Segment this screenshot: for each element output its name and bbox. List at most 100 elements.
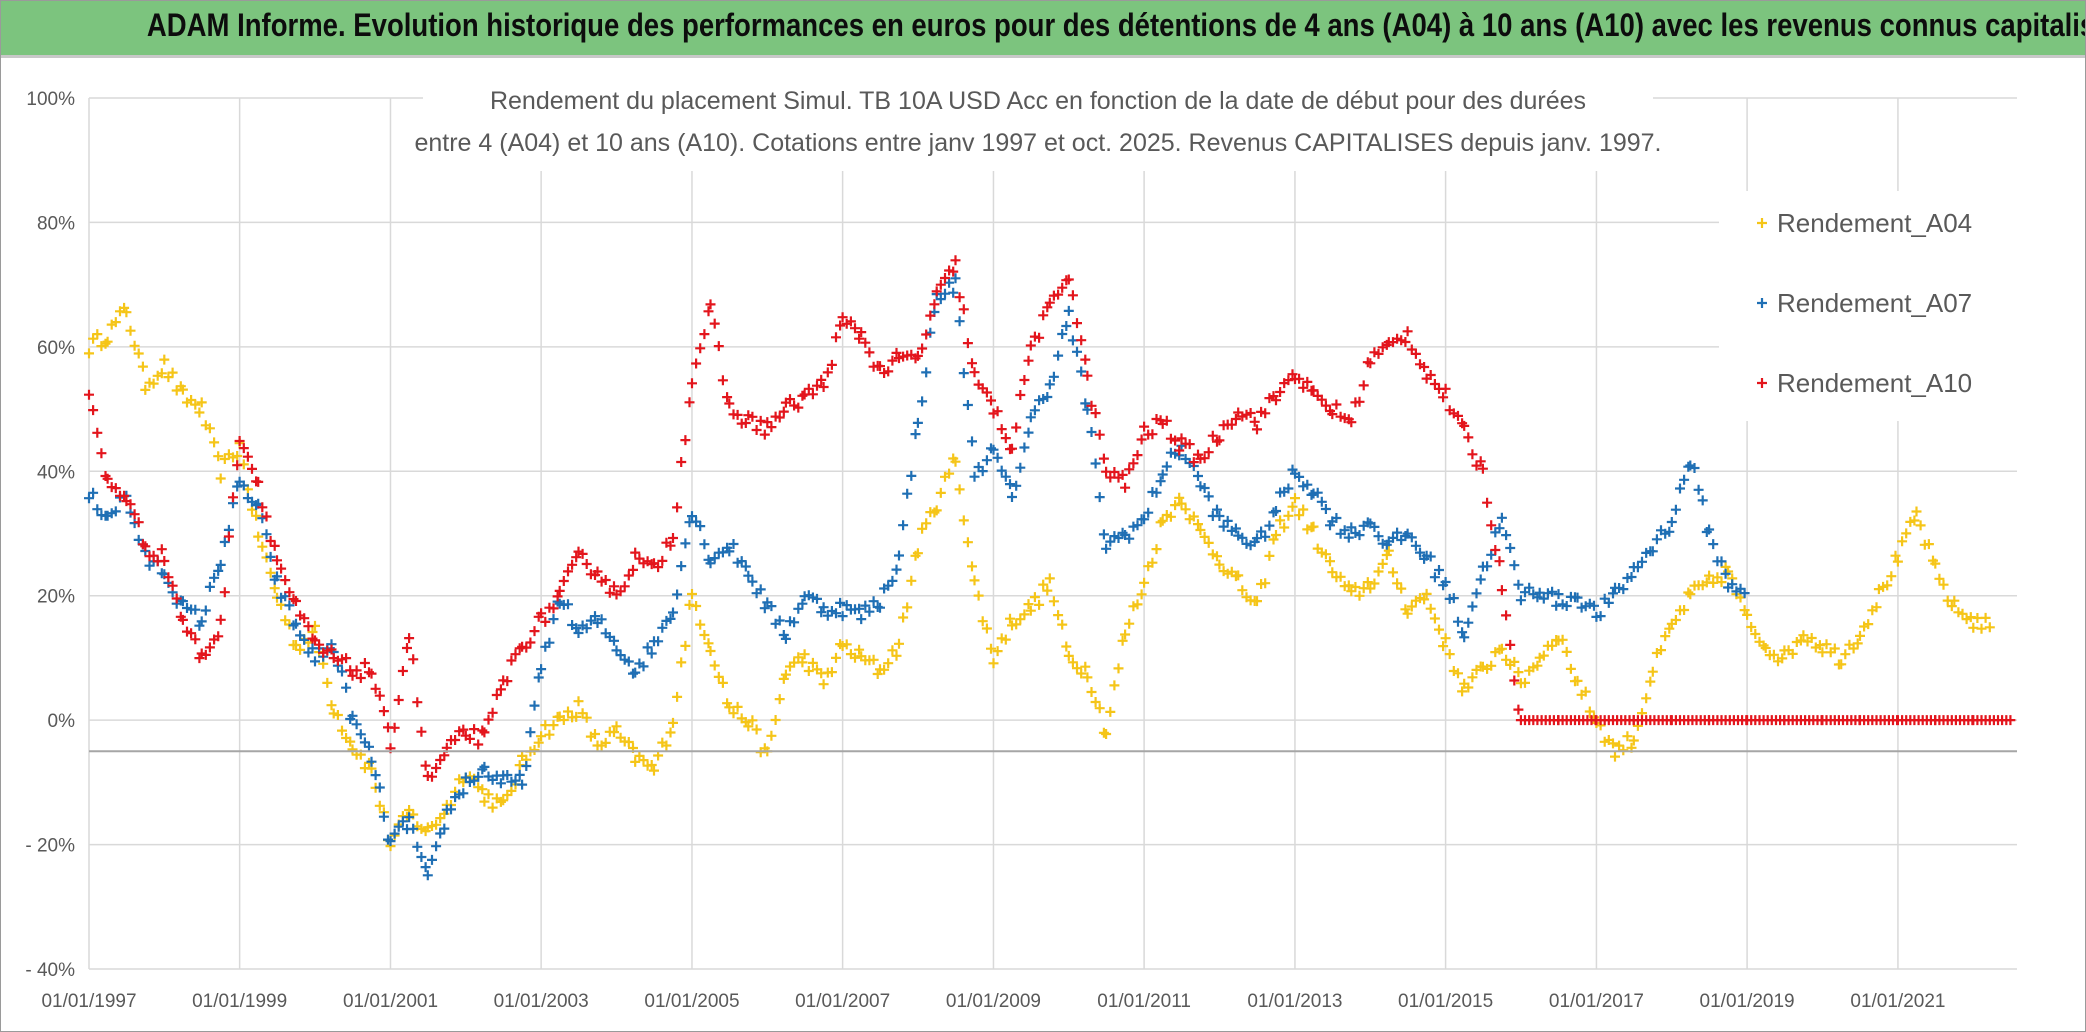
data-point bbox=[1490, 545, 1501, 555]
data-point bbox=[215, 559, 226, 570]
data-point bbox=[695, 619, 706, 630]
data-point bbox=[261, 529, 272, 540]
data-point bbox=[156, 544, 167, 555]
data-point bbox=[969, 471, 980, 482]
data-point bbox=[1697, 495, 1708, 506]
data-point bbox=[140, 384, 151, 395]
data-point bbox=[699, 630, 710, 640]
data-point bbox=[736, 556, 747, 567]
data-point bbox=[498, 795, 509, 806]
data-point bbox=[1072, 346, 1082, 357]
data-point bbox=[544, 729, 555, 740]
data-point bbox=[755, 584, 766, 595]
data-point bbox=[1547, 640, 1558, 651]
data-point bbox=[958, 515, 969, 526]
data-point bbox=[1388, 532, 1398, 543]
data-point bbox=[110, 506, 121, 517]
data-point bbox=[887, 645, 898, 656]
data-point bbox=[510, 775, 521, 786]
data-point bbox=[552, 591, 563, 602]
data-point bbox=[1048, 371, 1059, 382]
data-point bbox=[1365, 358, 1376, 369]
data-point bbox=[167, 367, 178, 378]
data-point bbox=[1438, 641, 1449, 652]
data-point bbox=[780, 633, 791, 644]
data-point bbox=[948, 287, 959, 298]
data-point bbox=[1402, 608, 1413, 619]
data-point bbox=[803, 666, 814, 676]
data-point bbox=[92, 329, 103, 340]
data-point bbox=[416, 726, 427, 737]
series-Rendement_A07 bbox=[84, 273, 1750, 881]
data-point bbox=[1373, 566, 1384, 577]
data-point bbox=[370, 770, 381, 781]
data-point bbox=[291, 618, 301, 629]
data-point bbox=[1509, 560, 1520, 571]
data-point bbox=[1151, 487, 1162, 498]
data-point bbox=[1821, 639, 1832, 650]
data-point bbox=[1746, 622, 1757, 632]
data-point bbox=[548, 720, 559, 731]
data-point bbox=[875, 361, 885, 372]
data-point bbox=[558, 576, 569, 586]
data-point bbox=[1308, 385, 1319, 396]
data-point bbox=[831, 652, 841, 663]
data-point bbox=[1520, 677, 1530, 688]
data-point bbox=[778, 406, 789, 417]
data-point bbox=[529, 700, 540, 711]
data-point bbox=[1090, 697, 1101, 707]
data-point bbox=[638, 755, 649, 766]
data-point bbox=[1260, 531, 1271, 542]
data-point bbox=[1618, 745, 1629, 756]
data-point bbox=[1354, 396, 1365, 407]
data-point bbox=[935, 294, 946, 305]
data-point bbox=[548, 603, 559, 614]
data-point bbox=[1214, 511, 1225, 521]
data-point bbox=[996, 424, 1007, 435]
data-point bbox=[1343, 580, 1354, 591]
legend-marker bbox=[1757, 298, 1767, 308]
data-point bbox=[1419, 594, 1430, 605]
data-point bbox=[894, 638, 904, 649]
data-point bbox=[992, 406, 1003, 417]
data-point bbox=[875, 602, 885, 613]
data-point bbox=[563, 566, 573, 577]
data-point bbox=[676, 657, 687, 668]
data-point bbox=[140, 541, 151, 552]
data-point bbox=[92, 427, 103, 438]
data-point bbox=[912, 417, 923, 428]
data-point bbox=[1595, 611, 1606, 622]
data-point bbox=[1980, 612, 1991, 623]
data-point bbox=[1011, 619, 1022, 630]
data-point bbox=[1572, 675, 1583, 686]
data-point bbox=[986, 395, 996, 406]
data-point bbox=[483, 789, 494, 800]
data-point bbox=[269, 540, 280, 551]
data-point bbox=[265, 551, 276, 562]
data-point bbox=[1459, 632, 1470, 643]
data-point bbox=[487, 707, 498, 718]
data-point bbox=[129, 340, 140, 351]
data-point bbox=[630, 547, 641, 558]
data-point bbox=[533, 672, 544, 683]
data-point bbox=[121, 307, 132, 318]
data-point bbox=[1271, 395, 1281, 406]
data-point bbox=[967, 358, 977, 369]
data-point bbox=[1938, 579, 1949, 590]
data-point bbox=[1505, 543, 1516, 553]
data-point bbox=[691, 601, 702, 611]
data-point bbox=[818, 602, 829, 613]
data-point bbox=[1264, 550, 1275, 561]
data-point bbox=[506, 655, 517, 666]
data-point bbox=[88, 487, 99, 498]
data-point bbox=[967, 561, 977, 572]
data-point bbox=[1271, 506, 1281, 516]
data-point bbox=[458, 724, 469, 735]
data-point bbox=[345, 736, 356, 747]
data-point bbox=[705, 646, 716, 656]
data-point bbox=[1090, 408, 1101, 419]
data-point bbox=[1283, 510, 1294, 521]
data-point bbox=[190, 634, 201, 645]
data-point bbox=[1124, 464, 1135, 475]
